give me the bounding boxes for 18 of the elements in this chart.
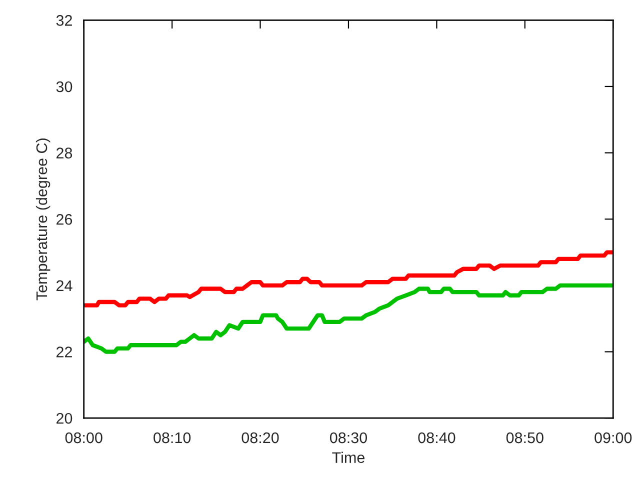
x-tick-label: 08:20 bbox=[242, 432, 279, 444]
x-tick-label: 08:40 bbox=[418, 432, 456, 444]
x-axis-title: Time bbox=[332, 452, 364, 463]
x-tick-label: 09:00 bbox=[594, 432, 632, 444]
y-tick-label: 30 bbox=[56, 81, 72, 92]
x-tick-label: 08:30 bbox=[330, 432, 367, 444]
x-tick-label: 08:10 bbox=[154, 432, 191, 444]
y-tick-label: 28 bbox=[56, 148, 72, 158]
y-tick-label: 26 bbox=[56, 214, 72, 225]
y-tick-label: 20 bbox=[56, 412, 72, 424]
y-axis-title: Temperature (degree C) bbox=[36, 138, 50, 300]
y-tick-label: 32 bbox=[56, 15, 72, 26]
line-series bbox=[84, 250, 614, 308]
x-tick-label: 08:50 bbox=[506, 432, 544, 444]
y-tick-label: 24 bbox=[56, 280, 72, 291]
x-tick-label: 08:00 bbox=[65, 432, 102, 444]
y-tick-label: 22 bbox=[56, 346, 72, 358]
line-series bbox=[84, 283, 614, 354]
